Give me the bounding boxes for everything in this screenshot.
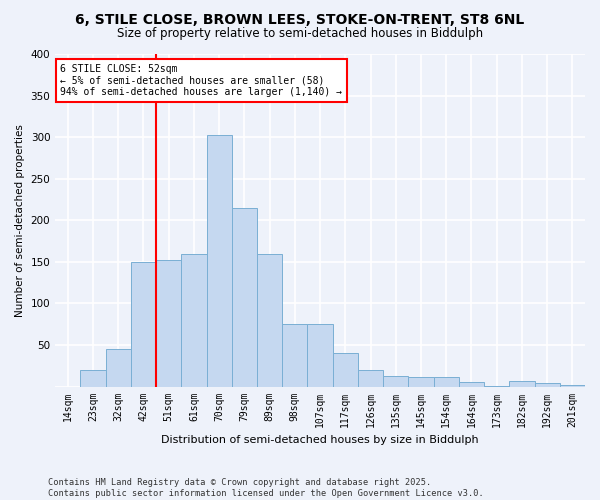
X-axis label: Distribution of semi-detached houses by size in Biddulph: Distribution of semi-detached houses by … [161, 435, 479, 445]
Bar [332, 354, 358, 386]
Bar [232, 208, 257, 386]
Bar [307, 324, 332, 386]
Text: 6 STILE CLOSE: 52sqm
← 5% of semi-detached houses are smaller (58)
94% of semi-d: 6 STILE CLOSE: 52sqm ← 5% of semi-detach… [61, 64, 343, 97]
Bar [206, 136, 232, 386]
Bar [181, 254, 206, 386]
Bar [358, 370, 383, 386]
Y-axis label: Number of semi-detached properties: Number of semi-detached properties [15, 124, 25, 316]
Text: Size of property relative to semi-detached houses in Biddulph: Size of property relative to semi-detach… [117, 28, 483, 40]
Bar [80, 370, 106, 386]
Bar [156, 260, 181, 386]
Text: 6, STILE CLOSE, BROWN LEES, STOKE-ON-TRENT, ST8 6NL: 6, STILE CLOSE, BROWN LEES, STOKE-ON-TRE… [76, 12, 524, 26]
Bar [106, 349, 131, 387]
Bar [459, 382, 484, 386]
Bar [434, 376, 459, 386]
Bar [383, 376, 409, 386]
Text: Contains HM Land Registry data © Crown copyright and database right 2025.
Contai: Contains HM Land Registry data © Crown c… [48, 478, 484, 498]
Bar [257, 254, 282, 386]
Bar [535, 383, 560, 386]
Bar [409, 376, 434, 386]
Bar [560, 385, 585, 386]
Bar [509, 380, 535, 386]
Bar [131, 262, 156, 386]
Bar [282, 324, 307, 386]
